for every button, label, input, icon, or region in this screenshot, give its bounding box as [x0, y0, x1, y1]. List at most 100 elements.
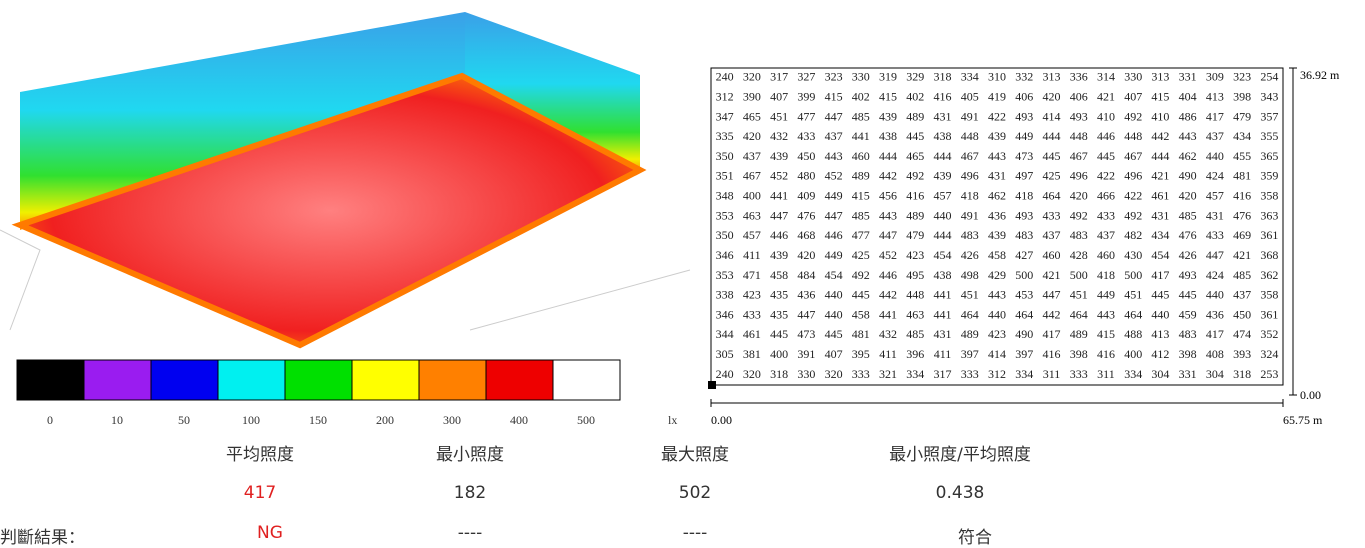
- grid-value: 447: [1206, 248, 1224, 262]
- grid-value: 496: [1124, 169, 1142, 183]
- grid-value: 443: [1179, 129, 1197, 143]
- grid-value: 451: [770, 109, 788, 123]
- grid-value: 352: [1260, 327, 1278, 341]
- grid-value: 350: [716, 228, 734, 242]
- grid-value: 421: [1097, 89, 1115, 103]
- grid-value: 361: [1260, 307, 1278, 321]
- grid-value: 304: [1151, 367, 1169, 381]
- grid-value: 483: [1015, 228, 1033, 242]
- grid-value: 311: [1097, 367, 1115, 381]
- grid-value: 464: [1042, 189, 1060, 203]
- grid-value: 419: [988, 89, 1006, 103]
- grid-value: 451: [961, 288, 979, 302]
- x-min-label: 0.00: [711, 413, 732, 427]
- grid-value: 415: [825, 89, 843, 103]
- grid-value: 442: [1042, 307, 1060, 321]
- grid-value: 330: [852, 70, 870, 84]
- grid-value: 330: [1124, 70, 1142, 84]
- grid-value: 393: [1233, 347, 1251, 361]
- grid-value: 432: [770, 129, 788, 143]
- grid-value: 312: [988, 367, 1006, 381]
- grid-value: 416: [1097, 347, 1115, 361]
- grid-value: 417: [1151, 268, 1169, 282]
- grid-value: 477: [852, 228, 870, 242]
- grid-value: 500: [1015, 268, 1033, 282]
- grid-value: 489: [1070, 327, 1088, 341]
- grid-value: 439: [988, 129, 1006, 143]
- grid-value: 410: [1097, 109, 1115, 123]
- grid-value: 365: [1260, 149, 1278, 163]
- grid-value: 305: [716, 347, 734, 361]
- grid-value: 440: [825, 288, 843, 302]
- grid-value: 431: [1151, 208, 1169, 222]
- grid-value: 500: [1070, 268, 1088, 282]
- grid-value: 467: [743, 169, 761, 183]
- grid-value: 433: [1206, 228, 1224, 242]
- grid-value: 420: [743, 129, 761, 143]
- grid-value: 463: [743, 208, 761, 222]
- legend-label: 150: [309, 413, 327, 427]
- grid-value: 435: [770, 288, 788, 302]
- grid-value: 461: [743, 327, 761, 341]
- grid-value: 481: [1233, 169, 1251, 183]
- grid-value: 414: [988, 347, 1006, 361]
- grid-value: 434: [1233, 129, 1251, 143]
- grid-value: 439: [770, 248, 788, 262]
- grid-value: 460: [1097, 248, 1115, 262]
- grid-value: 441: [934, 307, 952, 321]
- grid-value: 422: [1097, 169, 1115, 183]
- grid-value: 492: [1124, 208, 1142, 222]
- grid-value: 445: [1179, 288, 1197, 302]
- result-label: 判斷結果：: [0, 528, 85, 548]
- grid-value: 416: [1042, 347, 1060, 361]
- y-min-label: 0.00: [1300, 388, 1321, 402]
- grid-value: 334: [906, 367, 924, 381]
- grid-value: 334: [1124, 367, 1142, 381]
- x-max-label: 65.75 m: [1283, 413, 1323, 427]
- grid-value: 500: [1124, 268, 1142, 282]
- grid-value: 447: [770, 208, 788, 222]
- grid-value: 442: [879, 288, 897, 302]
- grid-value: 457: [743, 228, 761, 242]
- grid-value: 368: [1260, 248, 1278, 262]
- grid-value: 425: [1042, 169, 1060, 183]
- grid-value: 485: [852, 109, 870, 123]
- grid-value: 411: [743, 248, 761, 262]
- grid-value: 441: [770, 189, 788, 203]
- grid-value: 460: [852, 149, 870, 163]
- grid-frame: [710, 67, 1284, 386]
- grid-value: 469: [1233, 228, 1251, 242]
- grid-value: 361: [1260, 228, 1278, 242]
- grid-value: 424: [1206, 169, 1224, 183]
- legend-label: 100: [242, 413, 260, 427]
- grid-value: 492: [1124, 109, 1142, 123]
- value: 182: [453, 483, 487, 503]
- grid-value: 420: [1179, 189, 1197, 203]
- grid-value: 443: [1097, 307, 1115, 321]
- result: 符合: [958, 528, 992, 548]
- grid-value: 452: [825, 169, 843, 183]
- grid-value: 440: [1206, 149, 1224, 163]
- grid-value: 443: [988, 288, 1006, 302]
- grid-value: 397: [1015, 347, 1033, 361]
- grid-value: 359: [1260, 169, 1278, 183]
- grid-value: 438: [934, 268, 952, 282]
- grid-value: 318: [1233, 367, 1251, 381]
- grid-value: 443: [988, 149, 1006, 163]
- grid-value: 446: [825, 228, 843, 242]
- grid-value: 312: [716, 89, 734, 103]
- grid-value: 449: [825, 248, 843, 262]
- grid-value: 445: [1097, 149, 1115, 163]
- grid-value: 407: [1124, 89, 1142, 103]
- grid-value: 457: [1206, 189, 1224, 203]
- grid-value: 454: [1151, 248, 1169, 262]
- grid-value: 485: [1233, 268, 1251, 282]
- grid-value: 421: [1151, 169, 1169, 183]
- grid-value: 477: [797, 109, 815, 123]
- grid-value: 422: [988, 109, 1006, 123]
- grid-value: 467: [961, 149, 979, 163]
- grid-value: 348: [716, 189, 734, 203]
- grid-value: 449: [1097, 288, 1115, 302]
- grid-value: 447: [825, 208, 843, 222]
- grid-value: 441: [852, 129, 870, 143]
